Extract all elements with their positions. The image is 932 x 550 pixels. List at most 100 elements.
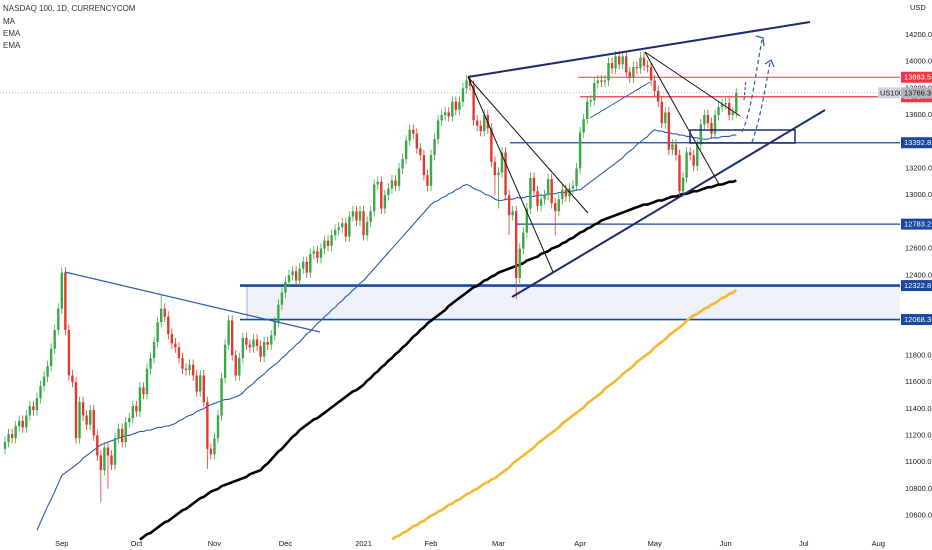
candle-body	[167, 316, 170, 335]
candle-body	[362, 211, 365, 236]
candle-body	[71, 375, 74, 383]
candle-body	[14, 426, 17, 439]
candle-body	[195, 375, 198, 392]
candle-body	[326, 240, 330, 246]
trend-line	[467, 76, 589, 214]
candle-body	[433, 139, 436, 156]
candle-body	[639, 57, 642, 69]
trend-line	[64, 271, 321, 333]
candle-body	[475, 120, 479, 126]
candle-body	[522, 232, 525, 249]
y-tick-label: 11200.0	[905, 430, 932, 439]
trend-line	[467, 21, 811, 78]
candle-body	[369, 211, 372, 222]
candle-body	[312, 251, 316, 254]
y-tick-label: 11800.0	[905, 350, 932, 359]
trend-line	[467, 76, 554, 273]
candle-body	[117, 428, 120, 439]
candle-body	[273, 321, 276, 336]
trend-line	[511, 109, 826, 298]
candle-body	[60, 272, 63, 309]
candle-body	[589, 100, 592, 102]
price-box	[901, 87, 932, 99]
annotations	[64, 21, 826, 333]
candle-body	[131, 406, 134, 419]
candle-body	[78, 402, 81, 439]
candle-body	[497, 172, 500, 176]
candle-body	[227, 320, 230, 345]
candle-body	[10, 434, 14, 439]
candle-body	[284, 281, 287, 293]
candle-body	[323, 240, 326, 249]
y-tick-label: 10800.0	[905, 484, 932, 493]
candle-body	[404, 140, 408, 160]
y-tick-label: 13600.0	[905, 110, 932, 119]
candle-body	[128, 418, 131, 423]
indicator-line	[391, 288, 738, 541]
candle-body	[724, 103, 727, 105]
candle-body	[436, 120, 440, 140]
candle-body	[53, 330, 56, 349]
candle-body	[316, 251, 319, 258]
candle-body	[671, 144, 674, 150]
candle-body	[397, 168, 401, 186]
candle-body	[600, 80, 603, 82]
candle-body	[319, 248, 323, 258]
candle-body	[358, 211, 362, 221]
candle-body	[408, 129, 411, 141]
candle-body	[89, 410, 92, 425]
candle-body	[42, 376, 46, 387]
candle-body	[632, 67, 635, 78]
candle-body	[231, 320, 234, 356]
symbol-label: US100	[880, 88, 903, 97]
candle-body	[252, 339, 255, 348]
candle-body	[390, 180, 394, 189]
x-tick-label: 2021	[355, 539, 372, 548]
candle-body	[7, 434, 10, 443]
candle-body	[717, 107, 720, 116]
x-tick-label: Jun	[720, 539, 732, 548]
candle-body	[703, 115, 706, 125]
candle-body	[674, 144, 678, 156]
candle-body	[614, 56, 617, 69]
candle-body	[561, 189, 564, 200]
candle-body	[710, 123, 713, 134]
x-tick-label: Apr	[574, 539, 586, 548]
candle-body	[500, 152, 504, 173]
candle-body	[554, 203, 557, 212]
candle-body	[262, 342, 266, 357]
candle-body	[578, 132, 582, 169]
candle-body	[124, 422, 127, 443]
candle-body	[149, 358, 152, 369]
candle-body	[241, 338, 245, 359]
chart-title: NASDAQ 100, 1D, CURRENCYCOM	[3, 4, 136, 13]
candle-body	[309, 253, 312, 273]
candle-body	[341, 223, 344, 228]
candle-body	[85, 415, 88, 425]
candle-body	[458, 101, 461, 110]
candle-body	[191, 364, 195, 376]
candle-body	[394, 180, 397, 186]
candle-body	[170, 334, 174, 344]
y-tick-label: 12400.0	[905, 270, 932, 279]
candle-body	[184, 368, 188, 371]
zone-shade	[247, 286, 900, 319]
level-label: 13392.8	[904, 138, 931, 147]
candle-body	[49, 348, 53, 367]
candle-body	[649, 67, 653, 81]
candle-body	[511, 211, 514, 216]
candle-body	[504, 152, 507, 196]
projection-arrow	[741, 39, 763, 133]
candle-body	[635, 67, 639, 69]
candle-body	[380, 181, 383, 209]
candle-body	[305, 261, 308, 273]
y-tick-label: 13000.0	[905, 190, 932, 199]
candle-body	[248, 344, 252, 348]
candle-body	[479, 125, 482, 132]
candle-body	[468, 80, 472, 86]
x-tick-label: Nov	[208, 539, 222, 548]
legend-entry: EMA	[3, 41, 21, 50]
candle-body	[163, 308, 166, 317]
candle-body	[21, 420, 24, 428]
